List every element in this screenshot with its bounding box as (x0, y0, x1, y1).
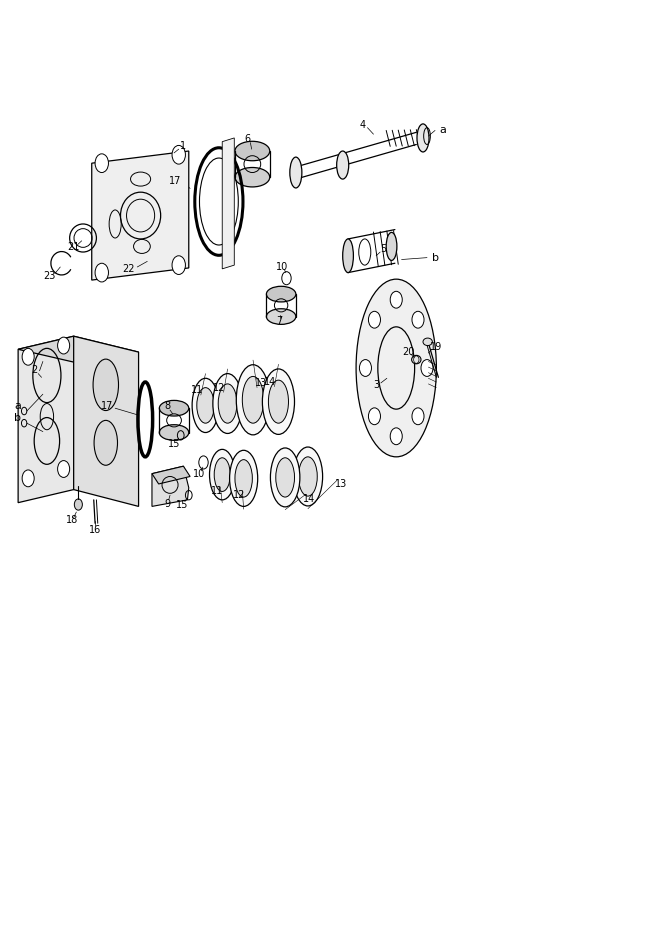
Polygon shape (92, 151, 189, 280)
Polygon shape (18, 336, 74, 503)
Text: 10: 10 (194, 469, 206, 478)
Ellipse shape (214, 458, 230, 492)
Polygon shape (18, 336, 138, 364)
Text: 14: 14 (303, 494, 315, 504)
Text: 11: 11 (211, 487, 223, 496)
Text: 8: 8 (164, 401, 171, 412)
Circle shape (412, 408, 424, 425)
Polygon shape (74, 336, 138, 507)
Ellipse shape (235, 142, 269, 160)
Text: a: a (14, 401, 21, 412)
Ellipse shape (298, 457, 317, 496)
Ellipse shape (210, 449, 235, 500)
Text: 19: 19 (430, 342, 442, 353)
Text: 9: 9 (164, 499, 171, 508)
Text: 23: 23 (44, 271, 56, 281)
Text: 5: 5 (380, 244, 386, 254)
Ellipse shape (159, 401, 189, 416)
Ellipse shape (337, 151, 349, 179)
Ellipse shape (235, 460, 253, 497)
Ellipse shape (230, 450, 257, 507)
Circle shape (368, 311, 380, 328)
Text: 13: 13 (255, 378, 267, 388)
Circle shape (368, 408, 380, 425)
Text: 13: 13 (335, 479, 347, 489)
Circle shape (390, 428, 403, 445)
Ellipse shape (412, 356, 421, 364)
Ellipse shape (243, 376, 263, 423)
Circle shape (412, 311, 424, 328)
Circle shape (22, 348, 34, 365)
Text: 2: 2 (32, 365, 38, 375)
Ellipse shape (266, 286, 296, 302)
Ellipse shape (218, 384, 237, 423)
Ellipse shape (192, 378, 219, 432)
Text: 7: 7 (277, 316, 283, 326)
Text: 15: 15 (168, 439, 180, 448)
Ellipse shape (266, 309, 296, 325)
Ellipse shape (270, 448, 300, 507)
Ellipse shape (343, 239, 353, 273)
Text: 6: 6 (245, 134, 251, 144)
Text: 21: 21 (67, 242, 80, 252)
Text: 22: 22 (122, 264, 135, 274)
Circle shape (421, 359, 433, 376)
Ellipse shape (417, 124, 429, 152)
Text: 10: 10 (276, 262, 288, 272)
Ellipse shape (237, 365, 269, 435)
Polygon shape (107, 156, 187, 275)
Circle shape (95, 264, 108, 282)
Polygon shape (222, 138, 235, 269)
Ellipse shape (356, 280, 436, 457)
Text: 12: 12 (233, 491, 245, 500)
Circle shape (22, 470, 34, 487)
Text: 3: 3 (373, 380, 379, 390)
Ellipse shape (293, 447, 323, 506)
Circle shape (172, 256, 185, 275)
Ellipse shape (268, 380, 288, 423)
Ellipse shape (290, 157, 302, 188)
Text: b: b (14, 414, 21, 423)
Text: 17: 17 (101, 401, 114, 412)
Text: 16: 16 (89, 524, 101, 535)
Polygon shape (152, 466, 189, 507)
Circle shape (172, 145, 185, 164)
Text: 18: 18 (66, 516, 78, 525)
Text: 4: 4 (360, 120, 366, 129)
Ellipse shape (93, 359, 118, 411)
Text: 17: 17 (169, 176, 181, 186)
Ellipse shape (213, 373, 243, 433)
Ellipse shape (276, 458, 294, 497)
Ellipse shape (386, 233, 397, 261)
Text: b: b (431, 252, 439, 263)
Ellipse shape (235, 168, 269, 187)
Circle shape (360, 359, 372, 376)
Circle shape (390, 292, 403, 309)
Ellipse shape (423, 338, 432, 345)
Circle shape (95, 154, 108, 173)
Text: a: a (439, 126, 446, 135)
Text: 20: 20 (402, 347, 415, 357)
Ellipse shape (197, 387, 214, 423)
Polygon shape (152, 466, 190, 484)
Text: 12: 12 (214, 383, 226, 393)
Ellipse shape (94, 420, 118, 465)
Text: 15: 15 (176, 500, 188, 509)
Text: 1: 1 (180, 142, 186, 151)
Ellipse shape (262, 369, 294, 434)
Ellipse shape (159, 425, 189, 440)
Circle shape (58, 461, 70, 477)
Text: 11: 11 (191, 386, 203, 396)
Text: 14: 14 (264, 377, 277, 387)
Circle shape (58, 337, 70, 354)
Circle shape (75, 499, 83, 510)
